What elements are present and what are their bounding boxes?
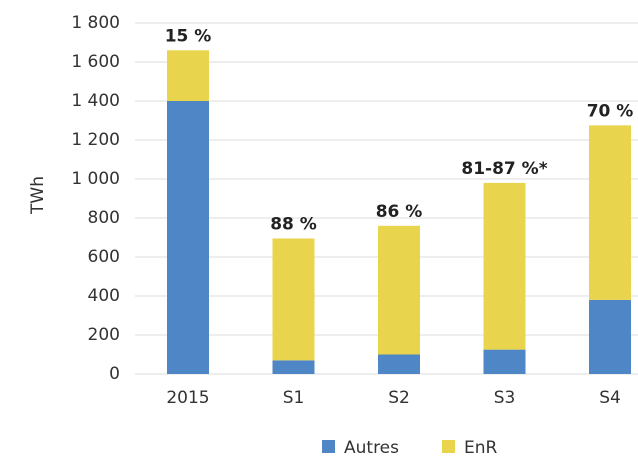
y-tick-label: 0 xyxy=(109,364,120,384)
x-tick-label: S4 xyxy=(599,388,621,408)
bar-segment xyxy=(378,354,420,374)
bar-segment xyxy=(272,238,315,361)
x-tick-label: S2 xyxy=(388,388,410,408)
annotation: 88 % xyxy=(270,214,317,234)
y-tick-label: 1 800 xyxy=(71,13,120,33)
y-tick-label: 1 600 xyxy=(71,52,120,72)
y-tick-label: 400 xyxy=(88,286,120,306)
bar-segment xyxy=(483,182,526,350)
bar-segment xyxy=(167,101,209,374)
bar-segment xyxy=(589,299,631,374)
bar-segment xyxy=(483,349,526,374)
annotation: 86 % xyxy=(376,202,423,222)
annotation: 70 % xyxy=(587,101,634,121)
x-tick-label: S1 xyxy=(283,388,305,408)
legend-label: Autres xyxy=(344,438,399,457)
x-tick-label: S3 xyxy=(494,388,516,408)
y-tick-label: 1 000 xyxy=(71,169,120,189)
bar-segment xyxy=(378,225,420,355)
annotation: 15 % xyxy=(165,26,212,46)
y-tick-label: 200 xyxy=(88,325,120,345)
legend-swatch xyxy=(442,440,455,453)
legend-label: EnR xyxy=(464,438,498,457)
bar-segment xyxy=(167,50,209,101)
y-tick-label: 600 xyxy=(88,247,120,267)
annotation: 81-87 %* xyxy=(461,159,547,179)
y-axis-label: TWh xyxy=(28,176,48,215)
y-tick-label: 1 200 xyxy=(71,130,120,150)
legend-swatch xyxy=(322,440,335,453)
bar-segment xyxy=(589,125,631,300)
y-tick-label: 800 xyxy=(88,208,120,228)
bar-segment xyxy=(272,360,315,374)
y-tick-label: 1 400 xyxy=(71,91,120,111)
x-tick-label: 2015 xyxy=(166,388,209,408)
